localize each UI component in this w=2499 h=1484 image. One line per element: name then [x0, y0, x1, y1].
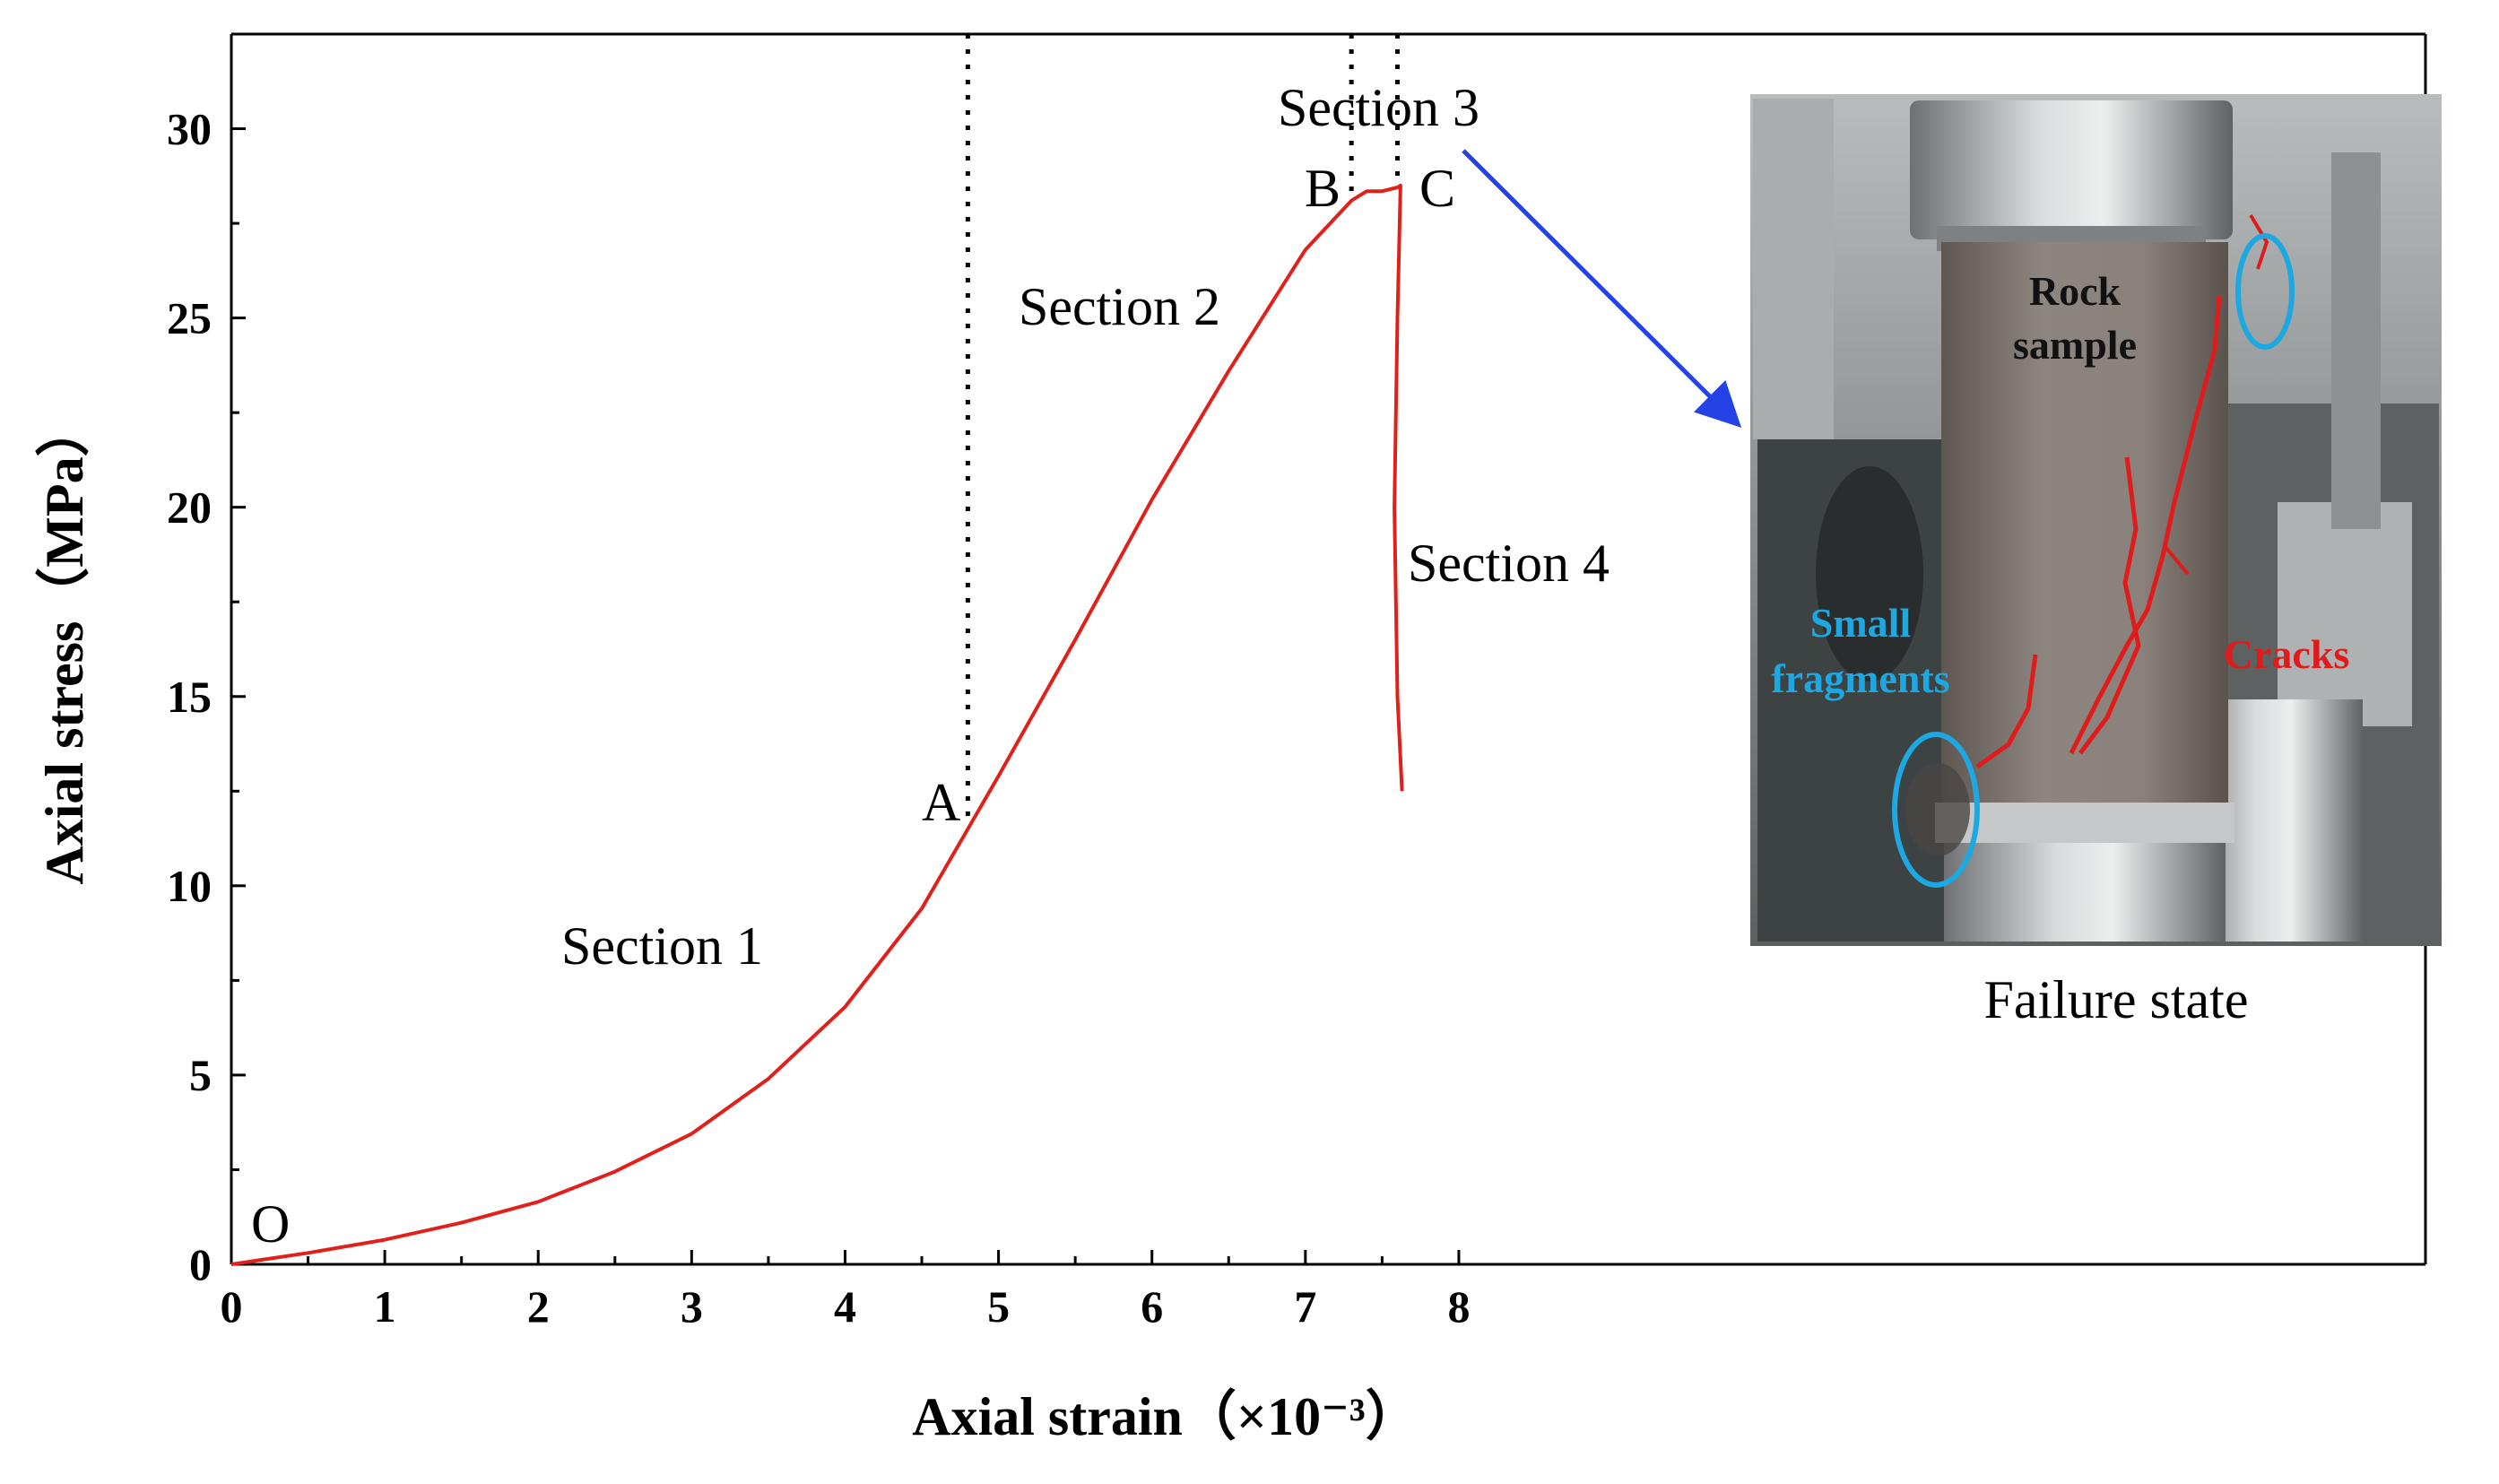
x-tick-label: 0 [221, 1281, 243, 1332]
x-tick-label: 6 [1141, 1281, 1163, 1332]
y-tick-label: 0 [189, 1239, 212, 1289]
y-tick-label: 25 [167, 293, 212, 343]
rock-sample-label-line1: Rock [2029, 268, 2122, 314]
inset-pointer-arrow [1462, 149, 1742, 429]
point-c-label: C [1419, 159, 1455, 218]
origin-label: O [251, 1194, 290, 1254]
x-tick-label: 4 [834, 1281, 856, 1332]
section-1-label: Section 1 [561, 916, 763, 976]
section-3-label: Section 3 [1278, 78, 1479, 137]
y-tick-label: 20 [167, 482, 212, 533]
x-axis-title: Axial strain（×10⁻³） [912, 1386, 1419, 1446]
rock-sample-label-line2: sample [2013, 322, 2137, 368]
y-axis-ticks: 0 5 10 15 20 25 30 [167, 104, 246, 1289]
section-2-label: Section 2 [1019, 277, 1220, 336]
x-tick-label: 3 [681, 1281, 703, 1332]
y-tick-label: 10 [167, 861, 212, 911]
point-b-label: B [1305, 159, 1341, 218]
y-tick-label: 30 [167, 104, 212, 154]
small-fragments-label-line1: Small [1810, 600, 1911, 646]
failure-photo: Rock sample Small fragments Cracks [1750, 94, 2442, 946]
x-tick-label: 5 [987, 1281, 1010, 1332]
y-tick-label: 5 [189, 1050, 212, 1100]
y-tick-label: 15 [167, 672, 212, 722]
x-axis-ticks: 0 1 2 3 4 5 6 7 8 [221, 1250, 1470, 1332]
section-divider-lines [965, 34, 1401, 826]
x-tick-label: 7 [1294, 1281, 1316, 1332]
section-4-label: Section 4 [1408, 534, 1610, 593]
y-axis-title: Axial stress（MPa） [34, 403, 94, 884]
x-tick-label: 2 [527, 1281, 550, 1332]
small-fragments-label-line2: fragments [1771, 655, 1949, 701]
x-tick-label: 1 [374, 1281, 396, 1332]
inset-caption: Failure state [1984, 970, 2249, 1029]
x-tick-label: 8 [1447, 1281, 1470, 1332]
cracks-label: Cracks [2224, 631, 2350, 677]
annotations: O A B C Section 1 Section 2 Section 3 Se… [251, 78, 1610, 1254]
failure-state-inset: Rock sample Small fragments Cracks Failu… [1750, 94, 2442, 1029]
series-group [230, 183, 1404, 1266]
point-a-label: A [922, 773, 960, 832]
stress-strain-curve [230, 183, 1404, 1266]
